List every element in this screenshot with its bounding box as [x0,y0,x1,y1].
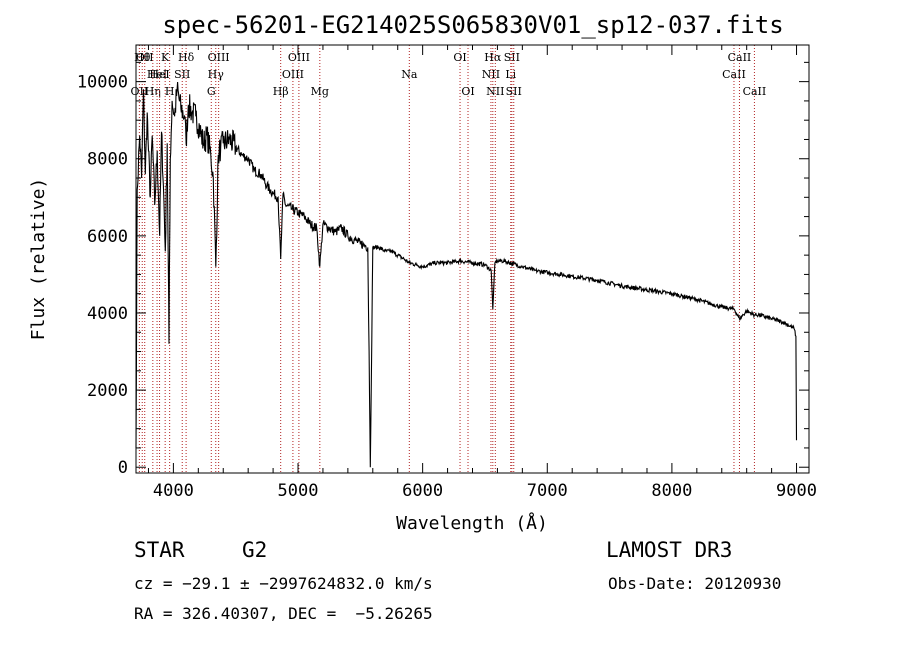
y-tick-label: 2000 [87,381,128,401]
line-marker-label-8: SII [174,68,190,81]
y-tick-label: 8000 [87,150,128,170]
redshift-readout: cz = −29.1 ± −2997624832.0 km/s [134,574,433,593]
line-marker-layer: OIIHθOIIHηHeIHeIKHSIIHδGHγOIIIHβOIIIOIII… [131,45,767,473]
line-marker-label-15: OIII [288,51,310,64]
object-subclass: G2 [242,538,268,562]
line-marker-label-24: SII [504,51,520,64]
line-marker-label-20: NII [482,68,500,81]
line-marker-label-9: Hδ [178,51,195,64]
y-tick-label: 6000 [87,227,128,247]
x-tick-label: 6000 [402,481,443,501]
line-marker-label-13: Hβ [273,85,289,98]
line-marker-label-5: HeI [149,68,169,81]
line-marker-label-28: CaII [743,85,767,98]
line-marker-label-16: Mg [311,85,329,98]
chart-title: spec-56201-EG214025S065830V01_sp12-037.f… [162,11,783,39]
y-tick-label: 10000 [77,73,128,93]
line-marker-label-22: NII [486,85,504,98]
line-marker-label-19: OI [461,85,474,98]
x-tick-label: 9000 [776,481,817,501]
line-marker-label-18: OI [453,51,466,64]
line-marker-label-25: SII [506,85,522,98]
x-tick-label: 5000 [278,481,319,501]
x-tick-label: 8000 [651,481,692,501]
line-marker-label-27: CaII [728,51,752,64]
line-marker-label-4: HeI [147,68,167,81]
y-tick-label: 4000 [87,304,128,324]
line-marker-label-7: H [165,85,175,98]
object-class: STAR [134,538,185,562]
line-marker-label-10: G [207,85,216,98]
survey-name: LAMOST DR3 [606,538,733,562]
line-marker-label-11: Hγ [208,68,225,81]
spectrum-series-line [135,81,798,468]
line-marker-label-17: Na [401,68,418,81]
line-marker-label-2: OII [136,51,154,64]
line-marker-label-6: K [161,51,170,64]
line-marker-label-23: Li [505,68,516,81]
observation-date: Obs-Date: 20120930 [608,574,782,593]
line-marker-label-26: CaII [722,68,746,81]
y-tick-label: 0 [118,458,128,478]
x-tick-label: 4000 [153,481,194,501]
plot-frame [135,44,810,474]
axis-layer: 4000 5000 6000 7000 8000 9000 0 2000 4000 6000 800… [77,45,817,501]
x-axis-label: Wavelength (Å) [396,512,548,534]
ra-dec-readout: RA = 326.40307, DEC = −5.26265 [134,604,433,623]
line-marker-label-12: OIII [208,51,230,64]
line-marker-label-21: Hα [484,51,502,64]
x-tick-label: 7000 [527,481,568,501]
line-marker-label-14: OIII [282,68,304,81]
line-marker-label-1: Hθ [134,51,151,64]
line-marker-label-3: Hη [145,85,161,98]
y-axis-label: Flux (relative) [28,178,49,341]
